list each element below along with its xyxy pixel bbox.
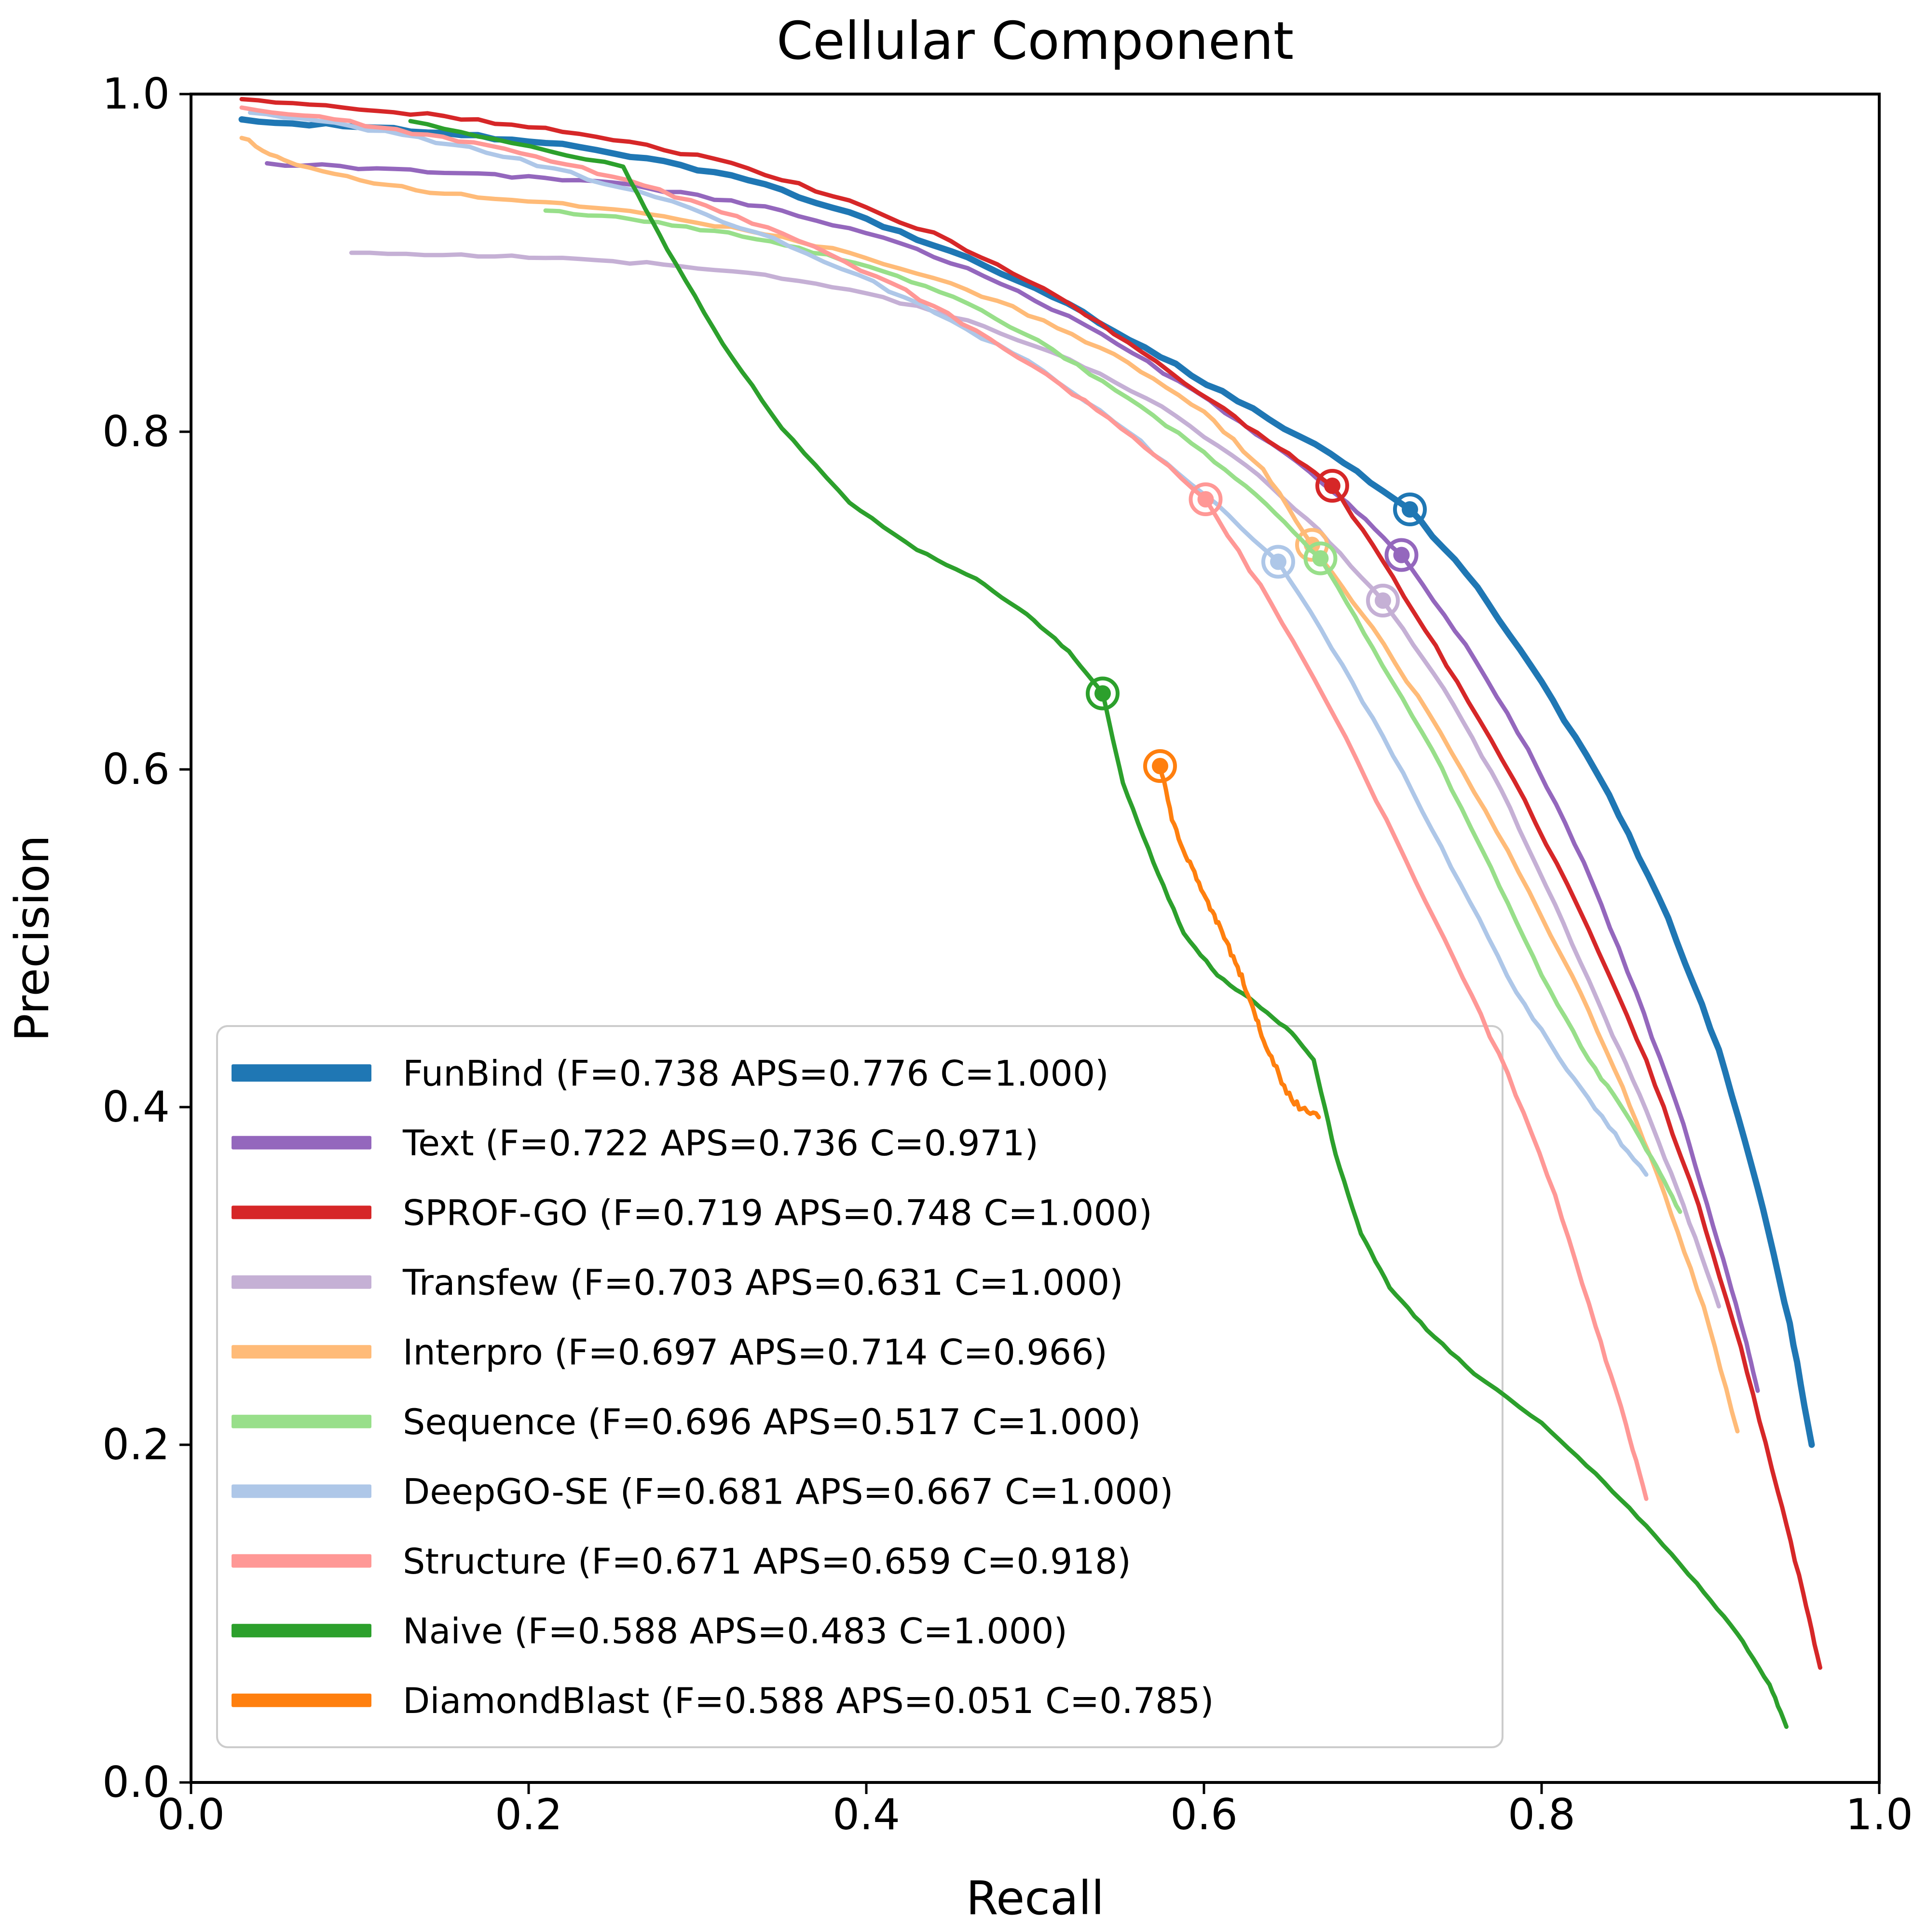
fmax-marker-ring-Structure: [1189, 482, 1223, 516]
x-tick-label-1.0: 1.0: [1845, 1790, 1913, 1839]
y-tick-label-0.0: 0.0: [102, 1757, 170, 1807]
legend-row-DeepGO-SE: DeepGO-SE (F=0.681 APS=0.667 C=1.000): [232, 1471, 1174, 1512]
legend-row-DiamondBlast: DiamondBlast (F=0.588 APS=0.051 C=0.785): [232, 1681, 1214, 1722]
fmax-marker-dot-DiamondBlast: [1152, 758, 1168, 774]
legend-swatch-DiamondBlast: [232, 1693, 371, 1707]
x-tick-label-0.0: 0.0: [157, 1790, 225, 1839]
legend-swatch-Interpro: [232, 1345, 371, 1359]
y-tick-label-0.4: 0.4: [102, 1082, 170, 1132]
legend-label-FunBind: FunBind (F=0.738 APS=0.776 C=1.000): [403, 1053, 1109, 1094]
legend-swatch-Text: [232, 1136, 371, 1150]
fmax-marker-ring-Naive: [1086, 676, 1120, 711]
fmax-marker-dot-FunBind: [1402, 501, 1418, 518]
legend-row-FunBind: FunBind (F=0.738 APS=0.776 C=1.000): [232, 1053, 1109, 1094]
curve-Naive: [408, 119, 1789, 1729]
legend-row-Text: Text (F=0.722 APS=0.736 C=0.971): [232, 1123, 1039, 1164]
legend-label-Structure: Structure (F=0.671 APS=0.659 C=0.918): [403, 1541, 1131, 1582]
fmax-marker-dot-Naive: [1094, 685, 1111, 702]
legend-label-Text: Text (F=0.722 APS=0.736 C=0.971): [402, 1123, 1039, 1164]
legend-label-Transfew: Transfew (F=0.703 APS=0.631 C=1.000): [402, 1262, 1123, 1303]
fmax-marker-ring-SPROF-GO: [1315, 469, 1349, 503]
curve-DiamondBlast: [1158, 764, 1321, 1120]
legend-row-Structure: Structure (F=0.671 APS=0.659 C=0.918): [232, 1541, 1131, 1582]
legend-label-SPROF-GO: SPROF-GO (F=0.719 APS=0.748 C=1.000): [403, 1192, 1152, 1233]
legend-row-Sequence: Sequence (F=0.696 APS=0.517 C=1.000): [232, 1402, 1141, 1443]
y-tick-label-1.0: 1.0: [102, 69, 170, 119]
x-tick-label-0.6: 0.6: [1170, 1790, 1238, 1839]
legend-swatch-Sequence: [232, 1414, 371, 1428]
legend-row-Naive: Naive (F=0.588 APS=0.483 C=1.000): [232, 1611, 1067, 1652]
x-axis-label: Recall: [966, 1871, 1104, 1925]
y-tick-label-0.2: 0.2: [102, 1420, 170, 1469]
legend-row-Transfew: Transfew (F=0.703 APS=0.631 C=1.000): [232, 1262, 1123, 1303]
fmax-marker-dot-Sequence: [1312, 550, 1329, 567]
fmax-marker-ring-DiamondBlast: [1143, 749, 1177, 783]
x-tick-label-0.4: 0.4: [833, 1790, 900, 1839]
curve-FunBind: [238, 116, 1815, 1448]
legend-box: [216, 1025, 1503, 1748]
legend-label-Naive: Naive (F=0.588 APS=0.483 C=1.000): [403, 1611, 1067, 1652]
legend-row-Interpro: Interpro (F=0.697 APS=0.714 C=0.966): [232, 1332, 1107, 1373]
fmax-marker-dot-Transfew: [1375, 592, 1391, 609]
plot-border: [190, 93, 1881, 1784]
curve-Transfew: [349, 250, 1721, 1309]
legend-swatch-FunBind: [232, 1064, 371, 1082]
fmax-marker-dot-Text: [1393, 547, 1410, 563]
legend-label-DeepGO-SE: DeepGO-SE (F=0.681 APS=0.667 C=1.000): [403, 1471, 1174, 1512]
legend: FunBind (F=0.738 APS=0.776 C=1.000) Text …: [216, 1025, 1503, 1748]
fmax-marker-ring-Text: [1384, 538, 1419, 572]
legend-label-DiamondBlast: DiamondBlast (F=0.588 APS=0.051 C=0.785): [403, 1681, 1214, 1722]
legend-swatch-Structure: [232, 1554, 371, 1568]
y-tick-label-0.6: 0.6: [102, 744, 170, 794]
x-tick-label-0.2: 0.2: [495, 1790, 562, 1839]
series-curves: [238, 97, 1822, 1729]
legend-label-Sequence: Sequence (F=0.696 APS=0.517 C=1.000): [403, 1402, 1141, 1443]
x-tick-label-0.8: 0.8: [1508, 1790, 1575, 1839]
axes: 0.0 0.2 0.4 0.6 0.8 1.0 0.0 0.2 0.4 0.6 0.8 1.0: [102, 69, 1913, 1839]
fmax-marker-ring-DeepGO-SE: [1261, 545, 1295, 579]
y-axis-label: Precision: [5, 835, 59, 1041]
fmax-marker-ring-Sequence: [1303, 541, 1338, 575]
legend-label-Interpro: Interpro (F=0.697 APS=0.714 C=0.966): [403, 1332, 1107, 1373]
chart-title: Cellular Component: [777, 11, 1294, 71]
legend-swatch-SPROF-GO: [232, 1206, 371, 1219]
legend-swatch-DeepGO-SE: [232, 1484, 371, 1498]
curve-Interpro: [239, 136, 1740, 1434]
legend-swatch-Naive: [232, 1624, 371, 1638]
curve-Sequence: [543, 208, 1682, 1214]
fmax-marker-dot-SPROF-GO: [1324, 478, 1340, 494]
curve-SPROF-GO: [239, 97, 1822, 1670]
curve-Structure: [239, 105, 1649, 1501]
fmax-marker-dot-DeepGO-SE: [1270, 553, 1286, 570]
y-tick-label-0.8: 0.8: [102, 407, 170, 456]
legend-swatch-Transfew: [232, 1275, 371, 1289]
legend-row-SPROF-GO: SPROF-GO (F=0.719 APS=0.748 C=1.000): [232, 1192, 1152, 1233]
fmax-marker-ring-FunBind: [1393, 493, 1427, 526]
fmax-marker-ring-Transfew: [1366, 584, 1400, 617]
fmax-marker-dot-Structure: [1197, 491, 1214, 507]
